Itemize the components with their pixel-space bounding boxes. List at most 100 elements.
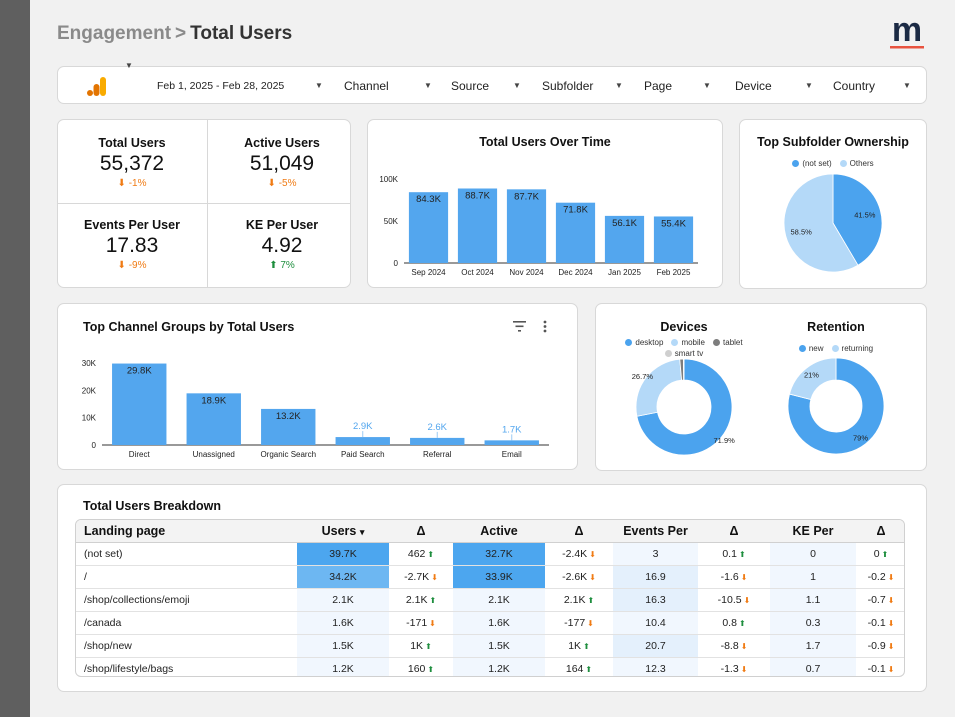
pie-slice: [789, 357, 837, 401]
y-tick-label: 10K: [82, 414, 97, 423]
column-header-delta[interactable]: Δ: [389, 520, 453, 543]
cell-active: 1.2K: [453, 657, 545, 676]
cell-value: 2.1K: [563, 593, 586, 606]
legend-item: tablet: [713, 337, 743, 348]
legend-label: desktop: [635, 338, 664, 347]
table-row[interactable]: /34.2K -2.7K ⬇ 33.9K -2.6K ⬇ 16.9 -1.6 ⬇ 1 -0.2 ⬇: [76, 565, 904, 589]
date-range-picker[interactable]: Feb 1, 2025 - Feb 28, 2025 ▼: [157, 67, 327, 105]
kpi-value: 55,372: [99, 152, 165, 175]
x-tick-label: Sep 2024: [411, 268, 446, 277]
arrow-up-icon: ⬆: [425, 641, 432, 651]
kpi-delta: ⬇ -9%: [58, 260, 206, 271]
cell-value: 1.1: [805, 593, 821, 606]
bar: [555, 202, 596, 263]
cell-ke-d: -0.2 ⬇: [856, 565, 904, 589]
filter-source[interactable]: Source ▼: [451, 67, 521, 105]
legend-label: tablet: [723, 338, 743, 347]
cell-value: /canada: [84, 616, 122, 629]
arrow-down-icon: ⬇: [740, 572, 748, 582]
filter-device[interactable]: Device ▼: [735, 67, 815, 105]
cell-users: 1.2K: [297, 657, 389, 676]
cell-ke: 1.7: [770, 634, 856, 658]
cell-value: (not set): [84, 547, 123, 560]
kpi-value: 17.83: [105, 234, 159, 257]
cell-users-d: 1K ⬆: [389, 634, 453, 658]
cell-page: /shop/new: [76, 634, 297, 658]
cell-value: 10.4: [645, 616, 666, 629]
y-tick-label: 100K: [379, 175, 398, 184]
arrow-down-icon: ⬇: [740, 641, 748, 651]
legend-swatch: [831, 345, 839, 352]
column-header-delta[interactable]: Δ: [545, 520, 613, 543]
bar: [506, 189, 547, 263]
cell-value: 12.3: [645, 662, 666, 675]
cell-value: 39.7K: [329, 547, 357, 560]
column-header-delta[interactable]: Δ: [698, 520, 770, 543]
divider: [58, 203, 350, 204]
kpi-value: 4.92: [261, 234, 303, 257]
arrow-up-icon: ⬆: [738, 549, 746, 559]
subfolder-pie-chart: 41.5% 58.5%: [783, 173, 883, 273]
arrow-up-icon: ⬆: [583, 641, 590, 651]
y-tick-label: 50K: [384, 217, 399, 226]
cell-value: -8.8: [720, 639, 739, 652]
filter-icon[interactable]: [513, 321, 526, 332]
cell-value: 1: [810, 570, 816, 583]
filter-country[interactable]: Country ▼: [833, 67, 913, 105]
cell-ke-d: 0 ⬆: [856, 542, 904, 566]
cell-value: /shop/lifestyle/bags: [84, 662, 174, 675]
chevron-down-icon: ▼: [903, 81, 911, 90]
chevron-down-icon: ▼: [615, 81, 623, 90]
cell-value: /shop/collections/emoji: [84, 593, 190, 606]
more-vert-icon[interactable]: [542, 320, 548, 333]
filter-channel[interactable]: Channel ▼: [344, 67, 432, 105]
cell-value: -0.2: [867, 570, 886, 583]
subfolder-ownership-card: Top Subfolder Ownership (not set) Others…: [739, 119, 927, 289]
kpi-delta-value: -1%: [128, 178, 147, 189]
arrow-down-icon: ⬇: [887, 572, 895, 582]
column-header-landing-page[interactable]: Landing page: [76, 520, 297, 543]
data-label: 88.7K: [465, 190, 490, 201]
kpi-delta: ⬆ 7%: [208, 260, 356, 271]
y-tick-label: 0: [394, 259, 399, 268]
column-header-users[interactable]: Users ▾: [297, 520, 389, 543]
column-header-events-per[interactable]: Events Per: [613, 520, 698, 543]
cell-events: 3: [613, 542, 698, 566]
cell-value: -177: [564, 616, 586, 629]
filter-page[interactable]: Page ▼: [644, 67, 712, 105]
arrow-down-icon: ⬇: [887, 618, 895, 628]
slice-label: 71.9%: [714, 436, 736, 445]
cell-value: 164: [565, 662, 584, 675]
bar: [261, 408, 316, 445]
breadcrumb-parent[interactable]: Engagement: [57, 23, 172, 44]
column-header-ke-per[interactable]: KE Per: [770, 520, 856, 543]
table-row[interactable]: /canada 1.6K -171 ⬇ 1.6K -177 ⬇ 10.4 0.8 ⬆ 0.3 -0.1…: [76, 611, 904, 635]
table-row[interactable]: /shop/new 1.5K 1K ⬆ 1.5K 1K ⬆ 20.7 -8.8 ⬇ 1.7 -0.9 ⬇: [76, 634, 904, 658]
arrow-down-icon: ⬇: [589, 549, 596, 559]
cell-value: -2.7K: [404, 570, 430, 583]
table-row[interactable]: (not set) 39.7K 462 ⬆ 32.7K -2.4K ⬇ 3 0.1 ⬆ 0 0 ⬆: [76, 542, 904, 566]
arrow-down-icon: ⬇: [887, 664, 895, 674]
cell-active: 1.5K: [453, 634, 545, 658]
filter-subfolder[interactable]: Subfolder ▼: [542, 67, 623, 105]
chart-title: Top Subfolder Ownership: [757, 135, 909, 149]
column-header-active[interactable]: Active: [453, 520, 545, 543]
arrow-up-icon: ⬆: [738, 618, 746, 628]
table-row[interactable]: /shop/collections/emoji 2.1K 2.1K ⬆ 2.1K 2.1K…: [76, 588, 904, 612]
cell-value: -2.6K: [562, 570, 588, 583]
column-header-delta[interactable]: Δ: [856, 520, 904, 543]
bar: [112, 363, 167, 445]
devices-retention-card: Devices desktop mobile tablet smart tv R…: [595, 303, 927, 471]
kpi-active-users: Active Users 51,049 ⬇ -5%: [208, 136, 356, 189]
cell-value: -0.1: [867, 662, 886, 675]
data-label: 71.8K: [563, 205, 588, 216]
filter-label: Source: [451, 79, 490, 93]
google-analytics-icon[interactable]: [86, 75, 108, 97]
table-row[interactable]: /shop/lifestyle/bags 1.2K 160 ⬆ 1.2K 164 ⬆ 12.3…: [76, 657, 904, 676]
cell-ke-d: -0.9 ⬇: [856, 634, 904, 658]
breadcrumb: Engagement > Total Users: [57, 23, 292, 45]
table-title: Total Users Breakdown: [83, 499, 222, 513]
kpi-delta: ⬇ -5%: [208, 178, 356, 189]
cell-events: 12.3: [613, 657, 698, 676]
breakdown-table-wrapper: Landing page Users ▾ Δ Active Δ Events P…: [75, 519, 905, 677]
